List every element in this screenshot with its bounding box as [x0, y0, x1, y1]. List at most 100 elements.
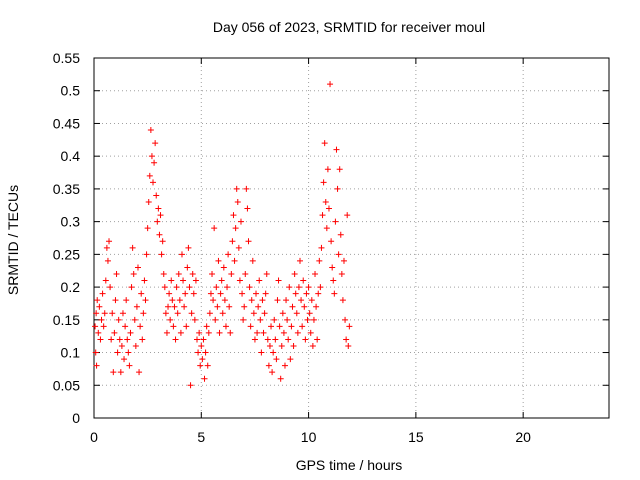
- x-tick-label: 5: [197, 429, 205, 445]
- data-point: [322, 199, 329, 205]
- data-point: [174, 310, 181, 317]
- data-point: [153, 192, 160, 199]
- x-tick-label: 15: [408, 429, 424, 445]
- data-point: [261, 310, 268, 317]
- data-point: [290, 343, 297, 349]
- data-point: [194, 336, 200, 343]
- data-point: [226, 303, 233, 310]
- data-point: [259, 297, 266, 304]
- data-point: [269, 369, 276, 376]
- y-tick-label: 0.05: [53, 377, 80, 393]
- data-point: [170, 323, 177, 330]
- data-point: [293, 310, 300, 317]
- data-point: [300, 277, 307, 284]
- data-point: [199, 356, 206, 363]
- data-point: [265, 362, 272, 369]
- data-point: [317, 284, 324, 291]
- data-point: [323, 225, 330, 232]
- data-point: [345, 343, 352, 349]
- data-point: [204, 362, 211, 369]
- data-point: [344, 212, 351, 219]
- data-point: [142, 297, 149, 304]
- data-point: [237, 218, 244, 225]
- data-point: [201, 375, 208, 382]
- data-point: [182, 290, 189, 297]
- data-point: [328, 238, 335, 245]
- data-point: [110, 369, 117, 376]
- data-point: [96, 303, 103, 310]
- data-point: [283, 297, 290, 304]
- data-point: [315, 290, 322, 297]
- data-point: [97, 336, 104, 343]
- data-point: [172, 336, 179, 343]
- data-point: [185, 244, 192, 251]
- data-point: [217, 290, 224, 297]
- data-point: [276, 323, 283, 330]
- data-point: [314, 336, 321, 343]
- data-point: [289, 303, 296, 310]
- y-tick-label: 0.1: [61, 345, 81, 361]
- data-point: [272, 336, 279, 343]
- data-point: [128, 284, 135, 291]
- data-point: [200, 336, 207, 343]
- data-point: [281, 362, 288, 369]
- data-point: [145, 199, 152, 205]
- data-point: [258, 349, 265, 356]
- y-tick-label: 0.45: [53, 115, 80, 131]
- data-point: [292, 290, 299, 297]
- data-point: [278, 343, 285, 349]
- data-point: [212, 316, 219, 323]
- data-point: [131, 316, 138, 323]
- data-point: [270, 349, 277, 356]
- data-point: [306, 310, 313, 317]
- data-point: [127, 329, 134, 336]
- data-point: [288, 323, 295, 330]
- data-point: [297, 257, 303, 264]
- data-point: [235, 244, 242, 251]
- data-point: [166, 290, 173, 297]
- data-point: [148, 153, 155, 160]
- data-point: [207, 290, 214, 297]
- data-point: [99, 290, 106, 297]
- data-point: [202, 349, 209, 356]
- data-point: [101, 310, 108, 317]
- data-point: [236, 277, 243, 284]
- data-point: [100, 323, 107, 330]
- data-point: [188, 310, 195, 317]
- y-tick-label: 0.2: [61, 279, 81, 295]
- data-point: [308, 297, 315, 304]
- y-tick-label: 0.55: [53, 50, 80, 66]
- data-point: [180, 277, 187, 284]
- data-point: [305, 284, 312, 291]
- data-point: [146, 172, 153, 179]
- data-point: [198, 343, 205, 349]
- data-point: [253, 290, 260, 297]
- data-point: [291, 271, 298, 277]
- data-point: [181, 303, 188, 310]
- data-point: [335, 251, 342, 258]
- data-point: [295, 284, 302, 291]
- data-point: [287, 356, 294, 363]
- data-point: [227, 329, 234, 336]
- data-point: [107, 284, 114, 291]
- data-point: [256, 277, 263, 284]
- data-points: [92, 81, 353, 389]
- data-point: [245, 238, 252, 245]
- data-point: [232, 225, 239, 232]
- data-point: [184, 264, 191, 271]
- data-point: [279, 310, 286, 317]
- data-point: [285, 336, 292, 343]
- data-point: [165, 303, 172, 310]
- data-point: [137, 323, 144, 330]
- data-point: [330, 277, 337, 284]
- data-point: [244, 205, 251, 212]
- data-point: [241, 303, 248, 310]
- data-point: [154, 218, 161, 225]
- data-point: [246, 284, 253, 291]
- x-tick-label: 0: [90, 429, 98, 445]
- data-point: [192, 277, 199, 284]
- data-point: [138, 290, 145, 297]
- data-point: [216, 329, 223, 336]
- y-tick-label: 0.35: [53, 181, 80, 197]
- data-point: [284, 316, 291, 323]
